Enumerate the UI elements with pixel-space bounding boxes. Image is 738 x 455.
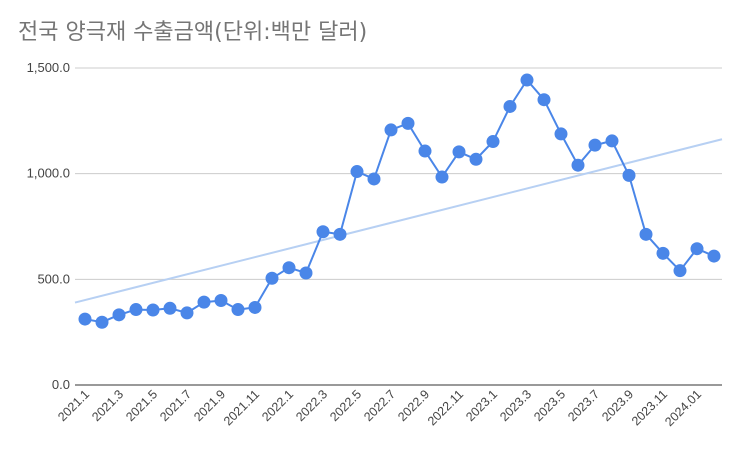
data-point	[486, 135, 500, 149]
data-point	[231, 303, 245, 317]
data-point	[333, 227, 347, 241]
data-point	[452, 145, 466, 159]
series-line	[84, 79, 715, 324]
data-point	[214, 293, 228, 307]
data-point	[588, 138, 602, 152]
x-tick-label: 2022.7	[361, 387, 398, 424]
data-point	[537, 93, 551, 107]
data-point	[401, 116, 415, 130]
data-point	[673, 264, 687, 278]
x-tick-label: 2023.7	[565, 387, 602, 424]
x-tick-label: 2021.11	[221, 387, 262, 428]
x-tick-label: 2021.3	[89, 387, 126, 424]
data-point	[520, 73, 534, 87]
x-axis-labels: 2021.12021.32021.52021.72021.92021.11202…	[55, 387, 704, 429]
data-point	[282, 261, 296, 275]
x-tick-label: 2022.11	[425, 387, 466, 428]
data-point	[180, 306, 194, 320]
data-point	[197, 295, 211, 309]
x-tick-label: 2022.5	[327, 387, 364, 424]
data-point	[469, 152, 483, 166]
data-point	[367, 172, 381, 186]
data-point	[435, 170, 449, 184]
data-point	[503, 99, 517, 113]
data-point	[690, 242, 704, 256]
data-point	[248, 300, 262, 314]
y-tick-label: 1,000.0	[27, 166, 70, 181]
x-tick-label: 2022.3	[293, 387, 330, 424]
x-tick-label: 2023.3	[497, 387, 534, 424]
data-point	[656, 246, 670, 260]
y-axis-labels: 0.0 500.0 1,000.0 1,500.0	[27, 60, 70, 392]
data-point	[707, 249, 721, 263]
data-point	[129, 303, 143, 317]
y-tick-label: 1,500.0	[27, 60, 70, 75]
y-tick-label: 500.0	[37, 271, 70, 286]
data-point	[112, 308, 126, 322]
x-tick-label: 2023.1	[463, 387, 500, 424]
x-tick-label: 2023.5	[531, 387, 568, 424]
data-point	[146, 303, 160, 317]
data-point	[163, 301, 177, 315]
chart-title: 전국 양극재 수출금액(단위:백만 달러)	[18, 20, 368, 45]
data-point	[554, 127, 568, 141]
gridlines	[75, 67, 722, 280]
x-tick-label: 2021.5	[123, 387, 160, 424]
x-tick-label: 2021.1	[55, 387, 92, 424]
data-point	[265, 271, 279, 285]
data-point	[384, 123, 398, 137]
data-point	[418, 144, 432, 158]
data-point	[605, 134, 619, 148]
data-point	[622, 168, 636, 182]
data-points	[78, 73, 721, 329]
data-point	[639, 227, 653, 241]
data-point	[299, 266, 313, 280]
x-tick-label: 2022.1	[259, 387, 296, 424]
data-point	[350, 165, 364, 179]
data-point	[95, 315, 109, 329]
data-point	[316, 225, 330, 239]
data-point	[571, 158, 585, 172]
data-point	[78, 312, 92, 326]
x-tick-label: 2021.7	[157, 387, 194, 424]
x-tick-label: 2024.01	[662, 387, 704, 429]
trendline	[74, 138, 723, 304]
y-tick-label: 0.0	[52, 377, 70, 392]
